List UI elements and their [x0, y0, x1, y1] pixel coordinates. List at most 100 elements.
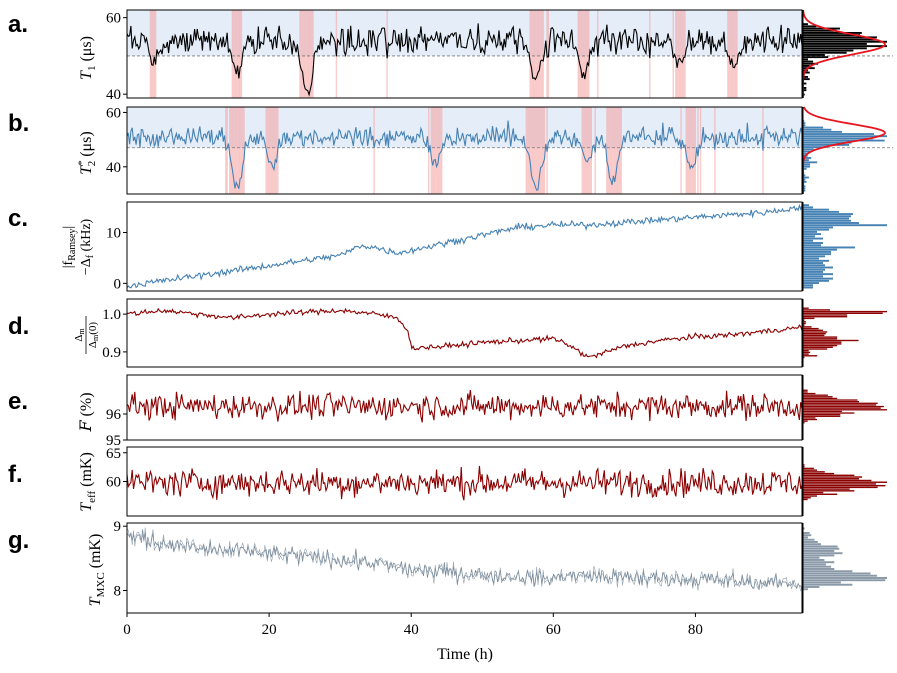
panel-b-hist-bar	[803, 167, 807, 170]
panel-b-outlier-mark	[610, 107, 612, 194]
panel-a-outlier-mark	[305, 10, 308, 98]
panel-e-hist-bar	[803, 417, 816, 419]
panel-b-outlier-mark	[620, 107, 622, 194]
panel-f-hist-bar	[803, 486, 878, 489]
panel-g-hist-bar	[803, 572, 871, 575]
panel-b-hist-bar	[803, 122, 806, 125]
panel-c-hist-bar	[803, 206, 813, 209]
panel-e-hist-bar	[803, 422, 805, 424]
panel-d-hist-bar	[803, 338, 838, 340]
panel-a-outlier-mark	[580, 10, 582, 98]
panel-c-hist-bar	[803, 262, 823, 264]
ylabel-e: F (%)	[76, 392, 95, 432]
panel-f-hist-bar	[803, 484, 886, 487]
panel-c-hist-bar	[803, 264, 825, 267]
panel-a-outlier-mark	[299, 10, 301, 98]
panel-f-hist-bar	[803, 488, 850, 490]
panel-a-outlier-mark	[235, 10, 237, 98]
panel-a-hist-bar	[803, 40, 887, 43]
panel-c-hist-bar	[803, 235, 815, 238]
panel-b-outlier-mark	[692, 107, 694, 194]
panel-a-hist-bar	[803, 76, 809, 78]
panel-c-hist-bar	[803, 250, 831, 253]
ylabel-d-numerator: Δm	[73, 328, 86, 342]
panel-f-hist-bar	[803, 493, 838, 495]
panel-g-hist-bar	[803, 581, 841, 584]
panel-d-hist-bar	[803, 339, 859, 342]
panel-f-hist-bar	[803, 465, 805, 468]
panel-d-hist-bar	[803, 329, 823, 331]
panel-a-outlier-mark	[240, 10, 243, 98]
panel-c-hist-bar	[803, 226, 833, 229]
panel-g-hist-bar	[803, 556, 820, 559]
panel-f-hist-bar	[803, 464, 805, 466]
ylabel-g: TMXC (mK)	[87, 534, 107, 607]
panel-c-hist-bar	[803, 230, 817, 233]
panel-b-hist-bar	[803, 159, 809, 162]
panel-f-hist-bar	[803, 467, 814, 470]
panel-a-outlier-mark	[680, 10, 682, 98]
x-tick-label: 80	[688, 622, 703, 638]
panel-a-hist-bar	[803, 82, 807, 85]
panel-g-hist-bar	[803, 543, 822, 546]
panel-d-hist-bar	[803, 327, 819, 330]
panel-e-hist-bar	[803, 418, 817, 421]
panel-b-outlier-mark	[232, 107, 235, 194]
panel-a-outlier-mark	[586, 10, 589, 98]
ylabel-b: T*2 (μs)	[76, 131, 98, 174]
panel-a-outlier-mark	[530, 10, 533, 98]
panel-a-outlier-mark	[733, 10, 736, 98]
panel-a-ytick-label: 40	[106, 87, 121, 103]
panel-g-hist-bar	[803, 568, 835, 570]
panel-a-outlier-mark	[312, 10, 314, 98]
panel-d-hist-bar	[803, 321, 806, 323]
panel-c-hist-bar	[803, 244, 821, 247]
panel-d-hist-bar	[803, 309, 831, 311]
panel-b-hist-bar	[803, 189, 806, 192]
panel-e-hist-bar	[803, 396, 833, 398]
panel-d-hist-bar	[803, 312, 883, 314]
panel-b-hist-bar	[803, 161, 818, 164]
panel-b-outlier-mark	[541, 107, 543, 194]
panel-b-outlier-mark	[437, 107, 439, 194]
panel-d-hist-bar	[803, 353, 809, 355]
panel-a-series-line	[126, 23, 803, 97]
panel-b-outlier-mark	[240, 107, 243, 194]
panel-g-hist-bar	[803, 541, 818, 543]
panel-e-hist-bar	[803, 410, 842, 413]
panel-a-outlier-mark	[309, 10, 312, 98]
panel-b-outlier-mark	[270, 107, 273, 194]
panel-f-hist-bar	[803, 472, 835, 475]
panel-b-outlier-mark	[528, 107, 530, 194]
panel-c-hist-bar	[803, 248, 837, 251]
panel-b-outlier-mark	[617, 107, 620, 194]
panel-d-hist-bar	[803, 341, 842, 343]
panel-b-outlier-mark	[690, 107, 693, 194]
panel-a-hist-bar	[803, 54, 825, 56]
panel-b-hist-bar	[803, 157, 812, 159]
panel-b-hist-bar	[803, 163, 811, 166]
panel-g-hist-bar	[803, 574, 878, 577]
panel-b-outlier-mark	[680, 107, 682, 194]
panel-a-outlier-mark	[232, 10, 235, 98]
panel-letter-b: b.	[8, 110, 29, 137]
panel-e-hist-bar	[803, 412, 855, 414]
panel-g-hist-bar	[803, 532, 810, 534]
ylabel-c-line2: −Δf (kHz)	[79, 218, 96, 275]
panel-a-outlier-mark	[585, 10, 587, 98]
panel-c-hist-bar	[803, 266, 833, 269]
panel-f-hist-bar	[803, 483, 877, 485]
panel-g-hist-bar	[803, 559, 825, 561]
panel-letter-g: g.	[8, 527, 29, 554]
panel-b-outlier-mark	[431, 107, 434, 194]
panel-b-frame	[126, 106, 803, 195]
panel-e-hist-bar	[803, 415, 841, 417]
panel-a-hist-bar	[803, 34, 861, 37]
panel-c-hist-bar	[803, 208, 829, 211]
panel-f-ytick-label: 65	[106, 446, 121, 462]
panel-d-hist-bar	[803, 324, 805, 326]
panel-d-ytick-label: 0.9	[102, 345, 121, 361]
panel-b-outlier-mark	[435, 107, 438, 194]
panel-d-hist-bar	[803, 331, 828, 333]
